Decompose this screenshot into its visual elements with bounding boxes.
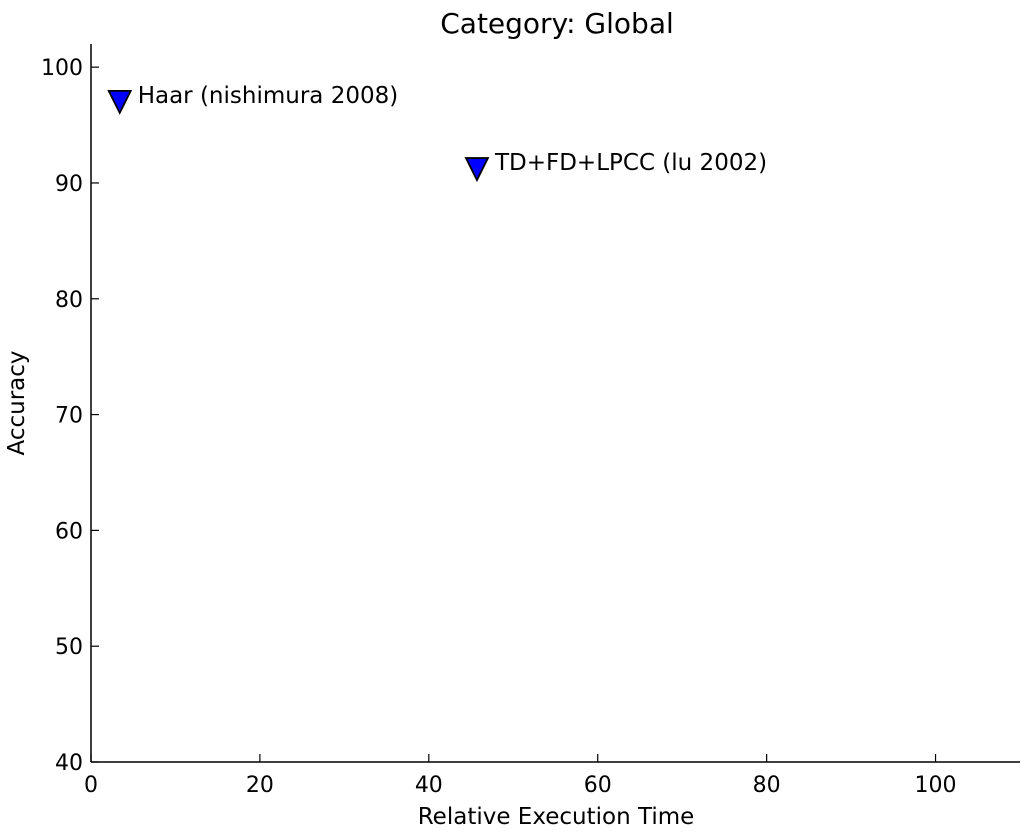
data-point-marker [464, 157, 490, 183]
y-tick-label: 50 [55, 635, 83, 660]
x-tick-label: 20 [246, 773, 274, 798]
y-axis-label: Accuracy [4, 350, 30, 455]
x-tick-label: 60 [584, 773, 612, 798]
chart-title: Category: Global [440, 7, 674, 40]
y-tick-label: 90 [55, 172, 83, 197]
y-tick-label: 70 [55, 404, 83, 429]
data-points: Haar (nishimura 2008) TD+FD+LPCC (lu 2002… [107, 83, 767, 183]
x-tick-label: 0 [84, 773, 98, 798]
x-tick-label: 40 [415, 773, 443, 798]
x-axis-label: Relative Execution Time [418, 804, 695, 830]
data-point-marker [107, 90, 133, 115]
y-tick-label: 60 [55, 519, 83, 544]
y-tick-label: 100 [41, 56, 83, 81]
y-tick-label: 40 [55, 751, 83, 776]
x-ticks: 0 20 40 60 80 100 [84, 754, 957, 798]
x-tick-label: 80 [753, 773, 781, 798]
data-point-label: TD+FD+LPCC (lu 2002) [494, 150, 767, 176]
data-point-label: Haar (nishimura 2008) [138, 83, 399, 109]
x-tick-label: 100 [915, 773, 957, 798]
y-tick-label: 80 [55, 288, 83, 313]
y-ticks: 40 50 60 70 80 90 100 [41, 56, 99, 776]
